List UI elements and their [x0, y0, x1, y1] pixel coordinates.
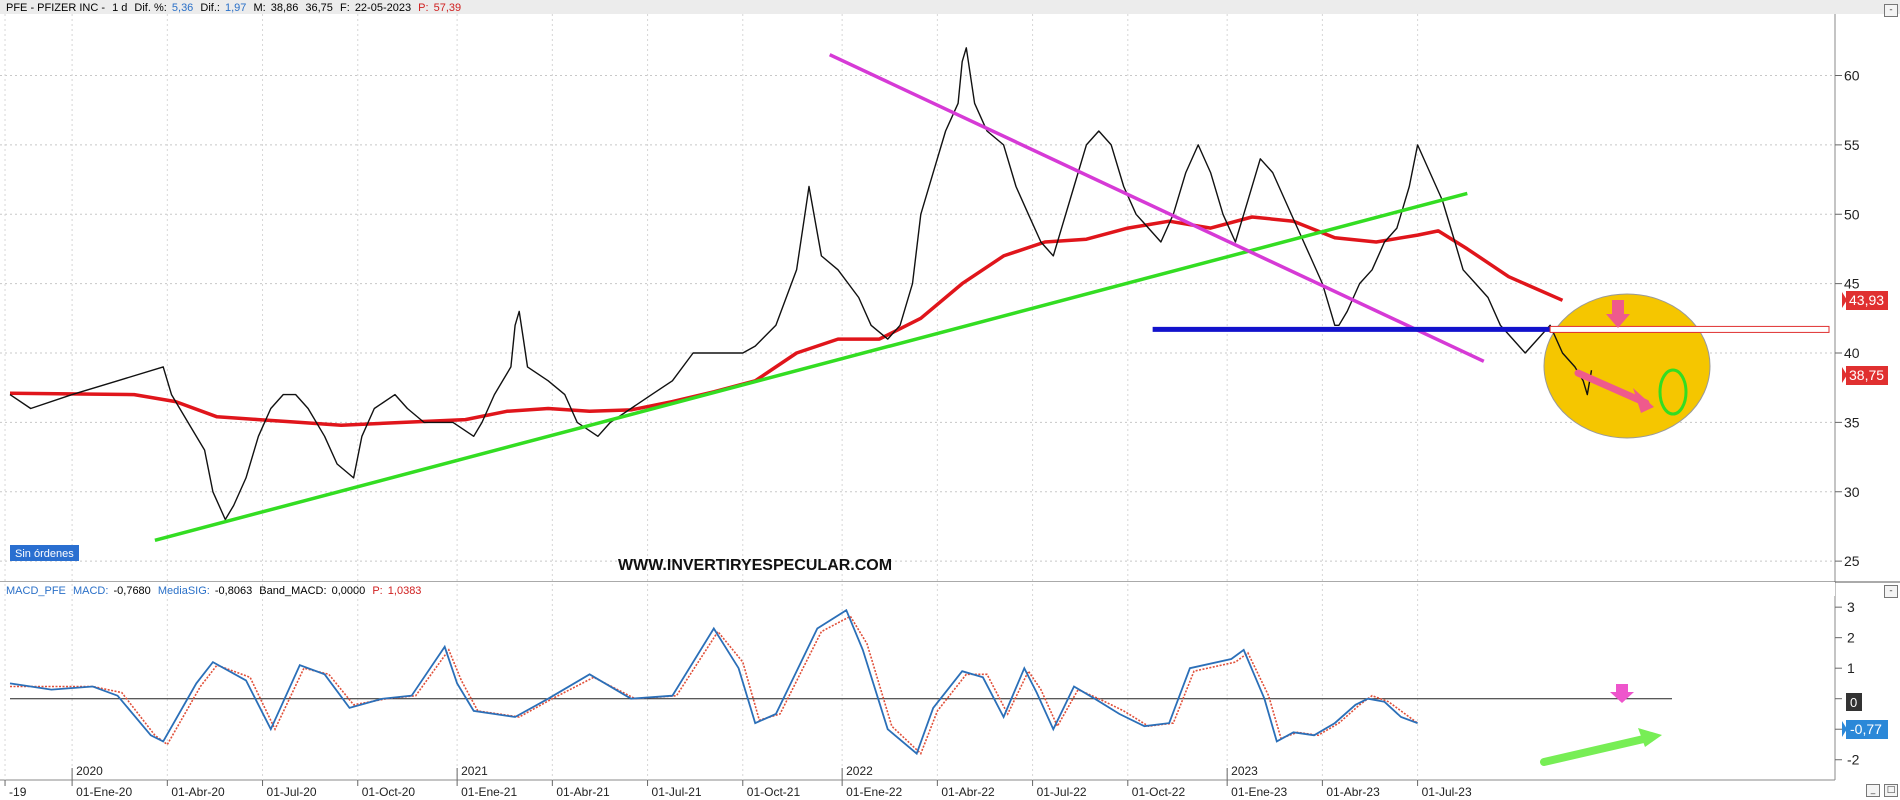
- macd-pink-marker: [1610, 684, 1634, 703]
- ma200-line: [9, 215, 1564, 427]
- svg-text:0: 0: [1850, 695, 1857, 710]
- macd-value-tag: -0,77: [1842, 720, 1888, 739]
- watermark-text: WWW.INVERTIRYESPECULAR.COM: [618, 557, 892, 574]
- pink-marker-arrow: [1606, 300, 1630, 328]
- macd-y-tick-label: 2: [1847, 630, 1855, 646]
- price-y-tick-label: 60: [1844, 68, 1860, 84]
- macd-y-tick-label: -2: [1847, 752, 1860, 768]
- macd-y-tick-label: 1: [1847, 660, 1855, 676]
- price-y-tick-label: 35: [1844, 414, 1860, 430]
- price-y-tick-label: 30: [1844, 484, 1860, 500]
- downtrend-line: [828, 53, 1485, 363]
- macd-zero-tag: 0: [1846, 693, 1862, 711]
- price-y-tick-label: 25: [1844, 553, 1860, 569]
- x-tick-label: 01-Ene-23: [1231, 785, 1287, 799]
- x-axis-ticks: -19 01-Ene-20 01-Abr-20 01-Jul-20 01-Oct-20 0…: [4, 764, 1472, 799]
- macd-line: [9, 608, 1418, 756]
- svg-text:38,75: 38,75: [1849, 367, 1884, 383]
- x-tick-label: 01-Abr-22: [941, 785, 995, 799]
- support-extension: [1549, 325, 1830, 333]
- x-tick-label: 01-Ene-20: [76, 785, 132, 799]
- macd-divergence-arrow-head: [1638, 728, 1662, 747]
- minimize-button[interactable]: _: [1866, 784, 1880, 797]
- svg-text:43,93: 43,93: [1849, 292, 1884, 308]
- maximize-button[interactable]: □: [1884, 784, 1898, 797]
- x-tick-label: 01-Ene-22: [846, 785, 902, 799]
- x-tick-label: 01-Jul-20: [267, 785, 317, 799]
- x-tick-label: 01-Jul-22: [1037, 785, 1087, 799]
- price-header: PFE - PFIZER INC - 1 d Dif. %: 5,36 Dif.…: [6, 2, 461, 14]
- orders-badge[interactable]: [10, 545, 79, 561]
- price-y-tick-label: 55: [1844, 137, 1860, 153]
- x-tick-label: 01-Oct-21: [747, 785, 801, 799]
- year-label: 2021: [461, 764, 488, 778]
- x-tick-label: 01-Abr-23: [1326, 785, 1380, 799]
- x-tick-label: 01-Abr-21: [556, 785, 610, 799]
- macd-y-tick-label: 3: [1847, 599, 1855, 615]
- macd-divergence-arrow-shaft: [1540, 734, 1652, 766]
- x-tick-label: 01-Oct-22: [1132, 785, 1186, 799]
- x-tick-label: 01-Ene-21: [461, 785, 517, 799]
- down-arrow-shaft: [1574, 369, 1650, 407]
- price-line: [9, 47, 1593, 521]
- last-candle-ring: [1658, 368, 1688, 416]
- year-label: 2023: [1231, 764, 1258, 778]
- price-header-bar: [0, 0, 1900, 14]
- orders-badge-label: Sin órdenes: [15, 548, 74, 560]
- x-tick-label: -19: [9, 785, 27, 799]
- x-tick-label: 01-Jul-21: [652, 785, 702, 799]
- x-tick-label: 01-Oct-20: [362, 785, 416, 799]
- down-arrow-head: [1633, 388, 1654, 413]
- last-price-tag: 38,75: [1842, 366, 1888, 385]
- trend-layer: [154, 53, 1830, 542]
- macd-header-bar: [0, 582, 1835, 596]
- x-tick-label: 01-Jul-23: [1422, 785, 1472, 799]
- price-y-tick-label: 40: [1844, 345, 1860, 361]
- collapse-price-panel-button[interactable]: -: [1884, 4, 1898, 17]
- macd-signal-line: [10, 615, 1419, 755]
- price-y-tick-label: 45: [1844, 276, 1860, 292]
- svg-text:-0,77: -0,77: [1850, 721, 1882, 737]
- macd-header: MACD_PFE MACD: -0,7680 MediaSIG: -0,8063…: [6, 585, 421, 597]
- ma200-price-tag: 43,93: [1842, 291, 1888, 310]
- price-y-ticks: 25 30 35 40 45 50 55 60: [1835, 68, 1860, 569]
- year-label: 2022: [846, 764, 873, 778]
- year-label: 2020: [76, 764, 103, 778]
- x-tick-label: 01-Abr-20: [171, 785, 225, 799]
- price-y-tick-label: 50: [1844, 206, 1860, 222]
- collapse-macd-panel-button[interactable]: -: [1884, 585, 1898, 598]
- macd-layer: [9, 608, 1662, 766]
- series-layer: [9, 47, 1593, 521]
